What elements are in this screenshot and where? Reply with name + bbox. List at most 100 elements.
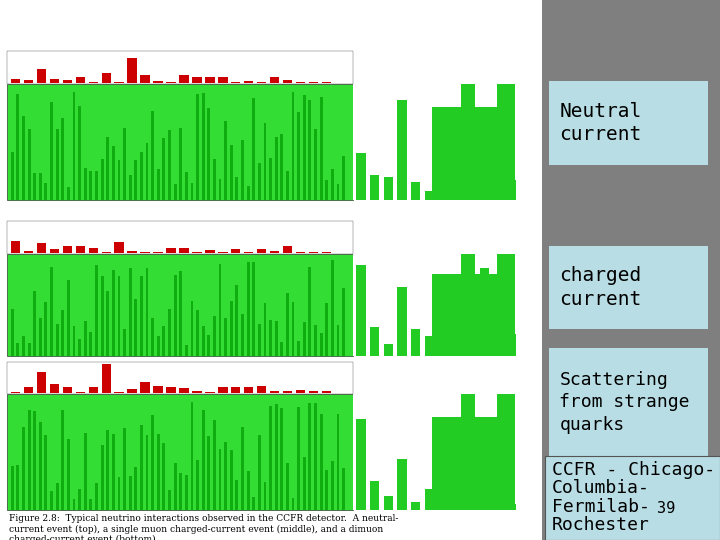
Bar	[297, 407, 300, 510]
Bar	[322, 82, 331, 83]
Bar	[55, 483, 58, 510]
Bar	[117, 477, 120, 510]
Bar	[230, 301, 233, 356]
Bar	[192, 391, 202, 393]
Bar	[192, 252, 202, 253]
Bar	[135, 160, 138, 200]
Bar	[153, 252, 163, 253]
Bar	[55, 129, 58, 200]
Bar	[63, 387, 72, 393]
Bar	[123, 428, 126, 510]
Bar	[241, 427, 244, 510]
Bar	[145, 268, 148, 356]
Bar	[303, 95, 306, 200]
Bar	[168, 490, 171, 510]
Bar	[280, 134, 283, 200]
Bar	[192, 77, 202, 83]
Bar	[325, 470, 328, 510]
Bar	[438, 116, 448, 200]
Bar	[166, 82, 176, 83]
Bar	[213, 316, 216, 356]
Bar	[325, 180, 328, 200]
Bar	[11, 241, 20, 253]
Bar	[140, 276, 143, 356]
Bar	[270, 391, 279, 393]
Bar	[89, 171, 92, 200]
Bar	[213, 420, 216, 510]
Bar	[283, 80, 292, 83]
Bar	[95, 483, 98, 510]
Bar	[179, 473, 182, 510]
Bar	[37, 243, 46, 253]
Bar	[78, 106, 81, 200]
Bar	[218, 252, 228, 253]
Bar	[45, 302, 48, 356]
Bar	[117, 160, 120, 200]
Bar	[73, 498, 76, 510]
Bar	[22, 427, 25, 510]
Bar	[45, 435, 48, 510]
Bar	[50, 491, 53, 510]
Bar	[39, 422, 42, 510]
Bar	[480, 267, 489, 356]
Bar	[247, 471, 250, 510]
Bar	[542, 0, 720, 540]
Bar	[135, 467, 138, 510]
Bar	[275, 137, 278, 200]
Bar	[480, 467, 489, 510]
Bar	[185, 475, 188, 510]
Bar	[76, 246, 85, 253]
Bar	[342, 157, 345, 200]
Bar	[39, 173, 42, 200]
Bar	[76, 392, 85, 393]
Bar	[140, 425, 143, 510]
Bar	[244, 387, 253, 393]
Bar	[461, 254, 475, 356]
Bar	[27, 129, 30, 200]
Bar	[196, 309, 199, 356]
Bar	[22, 336, 25, 356]
Bar	[549, 246, 708, 329]
Bar	[370, 481, 379, 510]
Bar	[213, 159, 216, 200]
Bar	[191, 402, 194, 510]
Bar	[384, 344, 393, 356]
Bar	[89, 499, 92, 510]
Bar	[179, 388, 189, 393]
Bar	[102, 364, 111, 393]
Bar	[174, 275, 176, 356]
Bar	[123, 128, 126, 200]
Bar	[112, 146, 114, 200]
Bar	[411, 329, 420, 356]
Bar	[292, 498, 294, 510]
Bar	[230, 450, 233, 510]
Bar	[22, 116, 25, 200]
Bar	[63, 246, 72, 253]
Bar	[179, 75, 189, 83]
Bar	[275, 321, 278, 356]
Bar	[153, 386, 163, 393]
Bar	[129, 268, 132, 356]
Bar	[24, 251, 33, 253]
Bar	[102, 72, 111, 83]
Bar	[452, 174, 462, 200]
Bar	[264, 482, 266, 510]
Bar	[397, 100, 407, 200]
Bar	[127, 389, 137, 393]
Bar	[331, 260, 334, 356]
Bar	[17, 94, 19, 200]
Bar	[286, 293, 289, 356]
Bar	[102, 252, 111, 253]
Bar	[286, 463, 289, 510]
Text: Fermilab-: Fermilab-	[552, 498, 650, 516]
Bar	[493, 181, 503, 200]
Bar	[370, 327, 379, 356]
Bar	[269, 320, 272, 356]
Bar	[73, 326, 76, 356]
Bar	[264, 123, 266, 200]
Bar	[309, 252, 318, 253]
Bar	[258, 324, 261, 356]
Bar	[168, 130, 171, 200]
Bar	[296, 252, 305, 253]
Bar	[264, 302, 266, 356]
